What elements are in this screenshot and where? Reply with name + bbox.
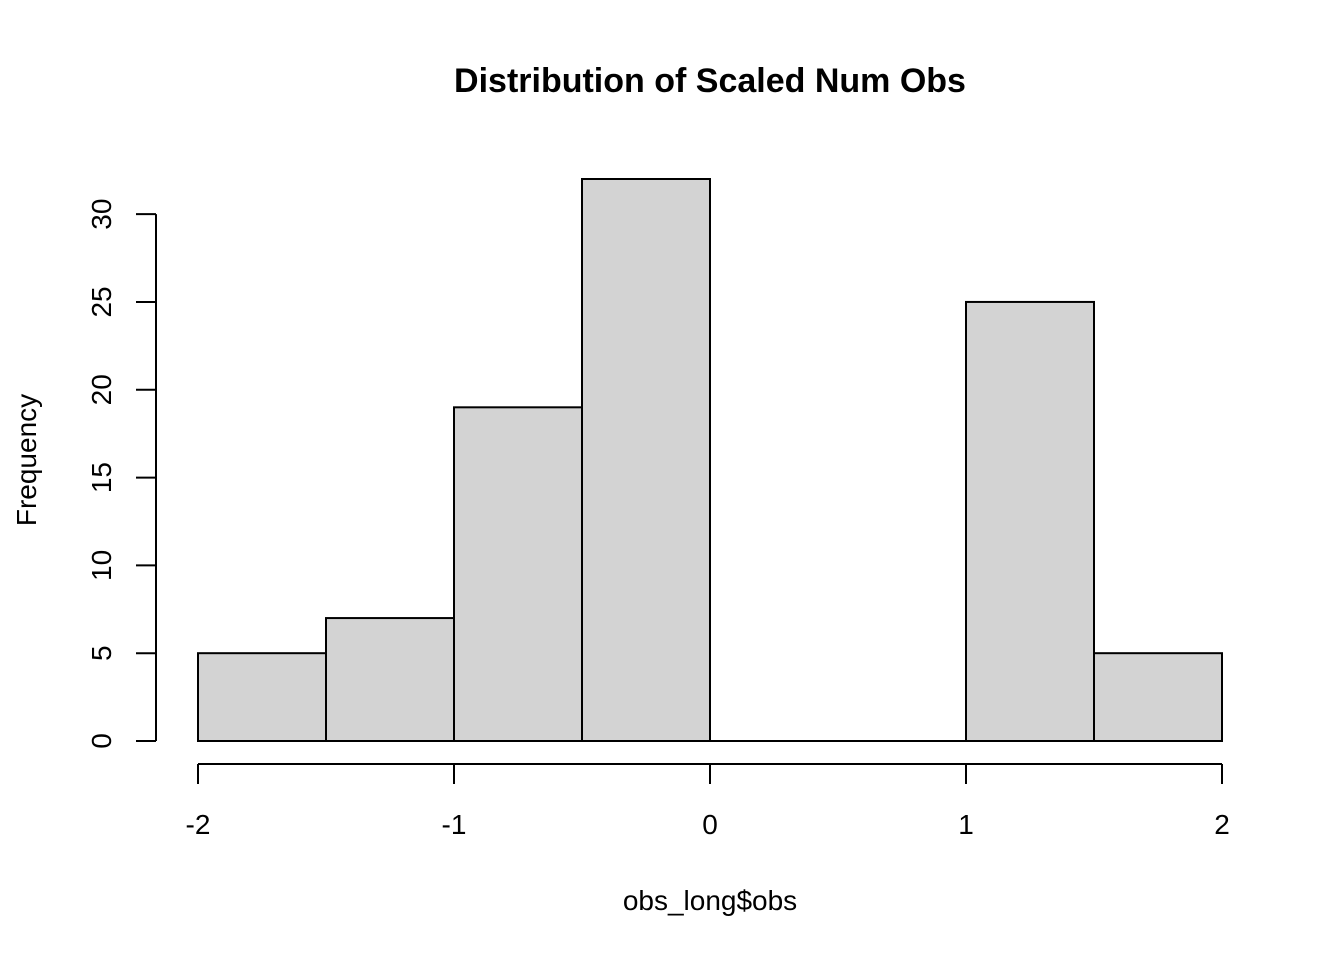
x-tick-label-4: 2 bbox=[1214, 809, 1230, 840]
y-axis-label: Frequency bbox=[11, 394, 42, 526]
x-tick-label-3: 1 bbox=[958, 809, 974, 840]
y-tick-label-0: 0 bbox=[86, 733, 117, 749]
bars-group bbox=[197, 178, 1223, 742]
y-tick-label-6: 30 bbox=[86, 199, 117, 230]
histogram-bar-3 bbox=[581, 178, 711, 742]
y-axis: 0 5 10 15 20 25 30 bbox=[86, 199, 157, 749]
histogram-bar-7 bbox=[1093, 652, 1223, 742]
chart-title: Distribution of Scaled Num Obs bbox=[454, 62, 966, 100]
y-tick-label-3: 15 bbox=[86, 462, 117, 493]
y-tick-label-1: 5 bbox=[86, 645, 117, 661]
y-tick-label-4: 20 bbox=[86, 374, 117, 405]
y-tick-label-2: 10 bbox=[86, 550, 117, 581]
histogram-bar-0 bbox=[197, 652, 327, 742]
histogram-bar-1 bbox=[325, 617, 455, 742]
x-tick-label-2: 0 bbox=[702, 809, 718, 840]
y-tick-label-5: 25 bbox=[86, 286, 117, 317]
histogram-bar-6 bbox=[965, 300, 1095, 742]
histogram-bar-2 bbox=[453, 406, 583, 742]
x-axis-label: obs_long$obs bbox=[623, 885, 797, 916]
x-axis: -2 -1 0 1 2 bbox=[186, 763, 1230, 840]
x-tick-label-1: -1 bbox=[442, 809, 467, 840]
x-tick-label-0: -2 bbox=[186, 809, 211, 840]
